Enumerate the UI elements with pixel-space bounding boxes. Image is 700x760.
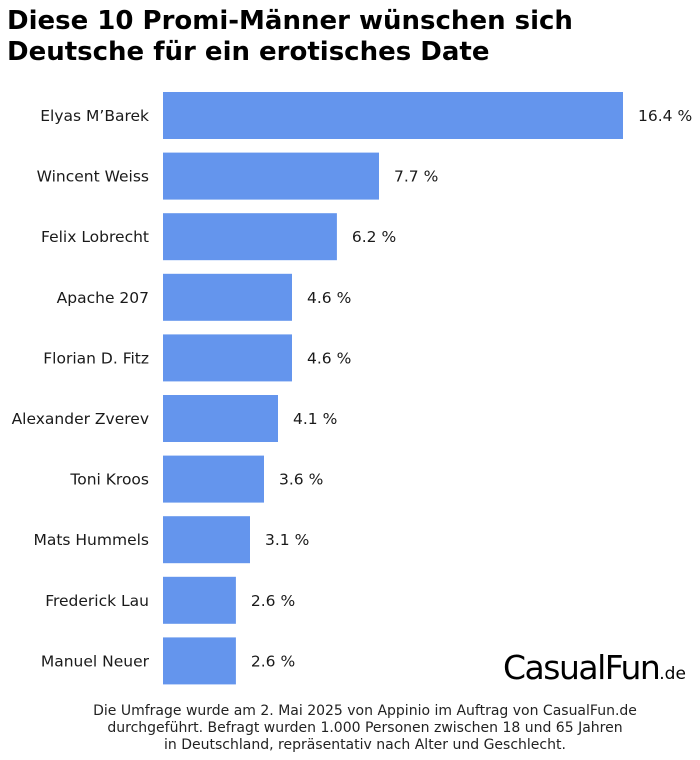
bar-chart: Elyas M’Barek 16.4 % Wincent Weiss 7.7 % Fel… — [12, 92, 692, 685]
bar-9 — [163, 576, 236, 624]
bar-8 — [163, 516, 250, 564]
casualfun-logo: CasualFun.de — [503, 650, 686, 692]
value-label-1: 16.4 % — [638, 107, 692, 125]
category-label-1: Elyas M’Barek — [40, 107, 149, 125]
chart-title-line-1: Diese 10 Promi-Männer wünschen sich — [7, 6, 573, 36]
bar-4 — [163, 273, 292, 321]
category-label-2: Wincent Weiss — [37, 168, 149, 186]
category-label-6: Alexander Zverev — [12, 410, 149, 428]
value-label-10: 2.6 % — [251, 652, 295, 670]
value-label-8: 3.1 % — [265, 531, 309, 549]
category-label-3: Felix Lobrecht — [41, 228, 149, 246]
chart-title-line-2: Deutsche für ein erotisches Date — [7, 37, 490, 67]
bar-7 — [163, 455, 264, 503]
category-label-4: Apache 207 — [57, 289, 149, 307]
category-label-8: Mats Hummels — [33, 531, 149, 549]
value-label-4: 4.6 % — [307, 289, 351, 307]
bar-5 — [163, 334, 292, 382]
footnote-line-2: durchgeführt. Befragt wurden 1.000 Perso… — [107, 720, 623, 736]
footnote-line-3: in Deutschland, repräsentativ nach Alter… — [164, 737, 566, 753]
logo-tld: .de — [659, 664, 686, 684]
footnote-line-1: Die Umfrage wurde am 2. Mai 2025 von App… — [93, 703, 637, 719]
category-label-7: Toni Kroos — [69, 471, 149, 489]
category-label-9: Frederick Lau — [45, 592, 149, 610]
bar-1 — [163, 92, 623, 139]
bar-6 — [163, 395, 278, 442]
bar-3 — [163, 213, 337, 261]
value-label-5: 4.6 % — [307, 349, 351, 367]
bar-10 — [163, 637, 236, 685]
category-label-10: Manuel Neuer — [41, 652, 150, 670]
bar-2 — [163, 152, 379, 200]
value-label-2: 7.7 % — [394, 168, 438, 186]
survey-footnote: Die Umfrage wurde am 2. Mai 2025 von App… — [0, 703, 700, 754]
value-label-9: 2.6 % — [251, 592, 295, 610]
value-label-6: 4.1 % — [293, 410, 337, 428]
logo-wordmark: CasualFun — [503, 648, 661, 687]
value-label-3: 6.2 % — [352, 228, 396, 246]
chart-title: Diese 10 Promi-Männer wünschen sich Deut… — [7, 6, 697, 68]
value-label-7: 3.6 % — [279, 471, 323, 489]
category-label-5: Florian D. Fitz — [43, 349, 149, 367]
